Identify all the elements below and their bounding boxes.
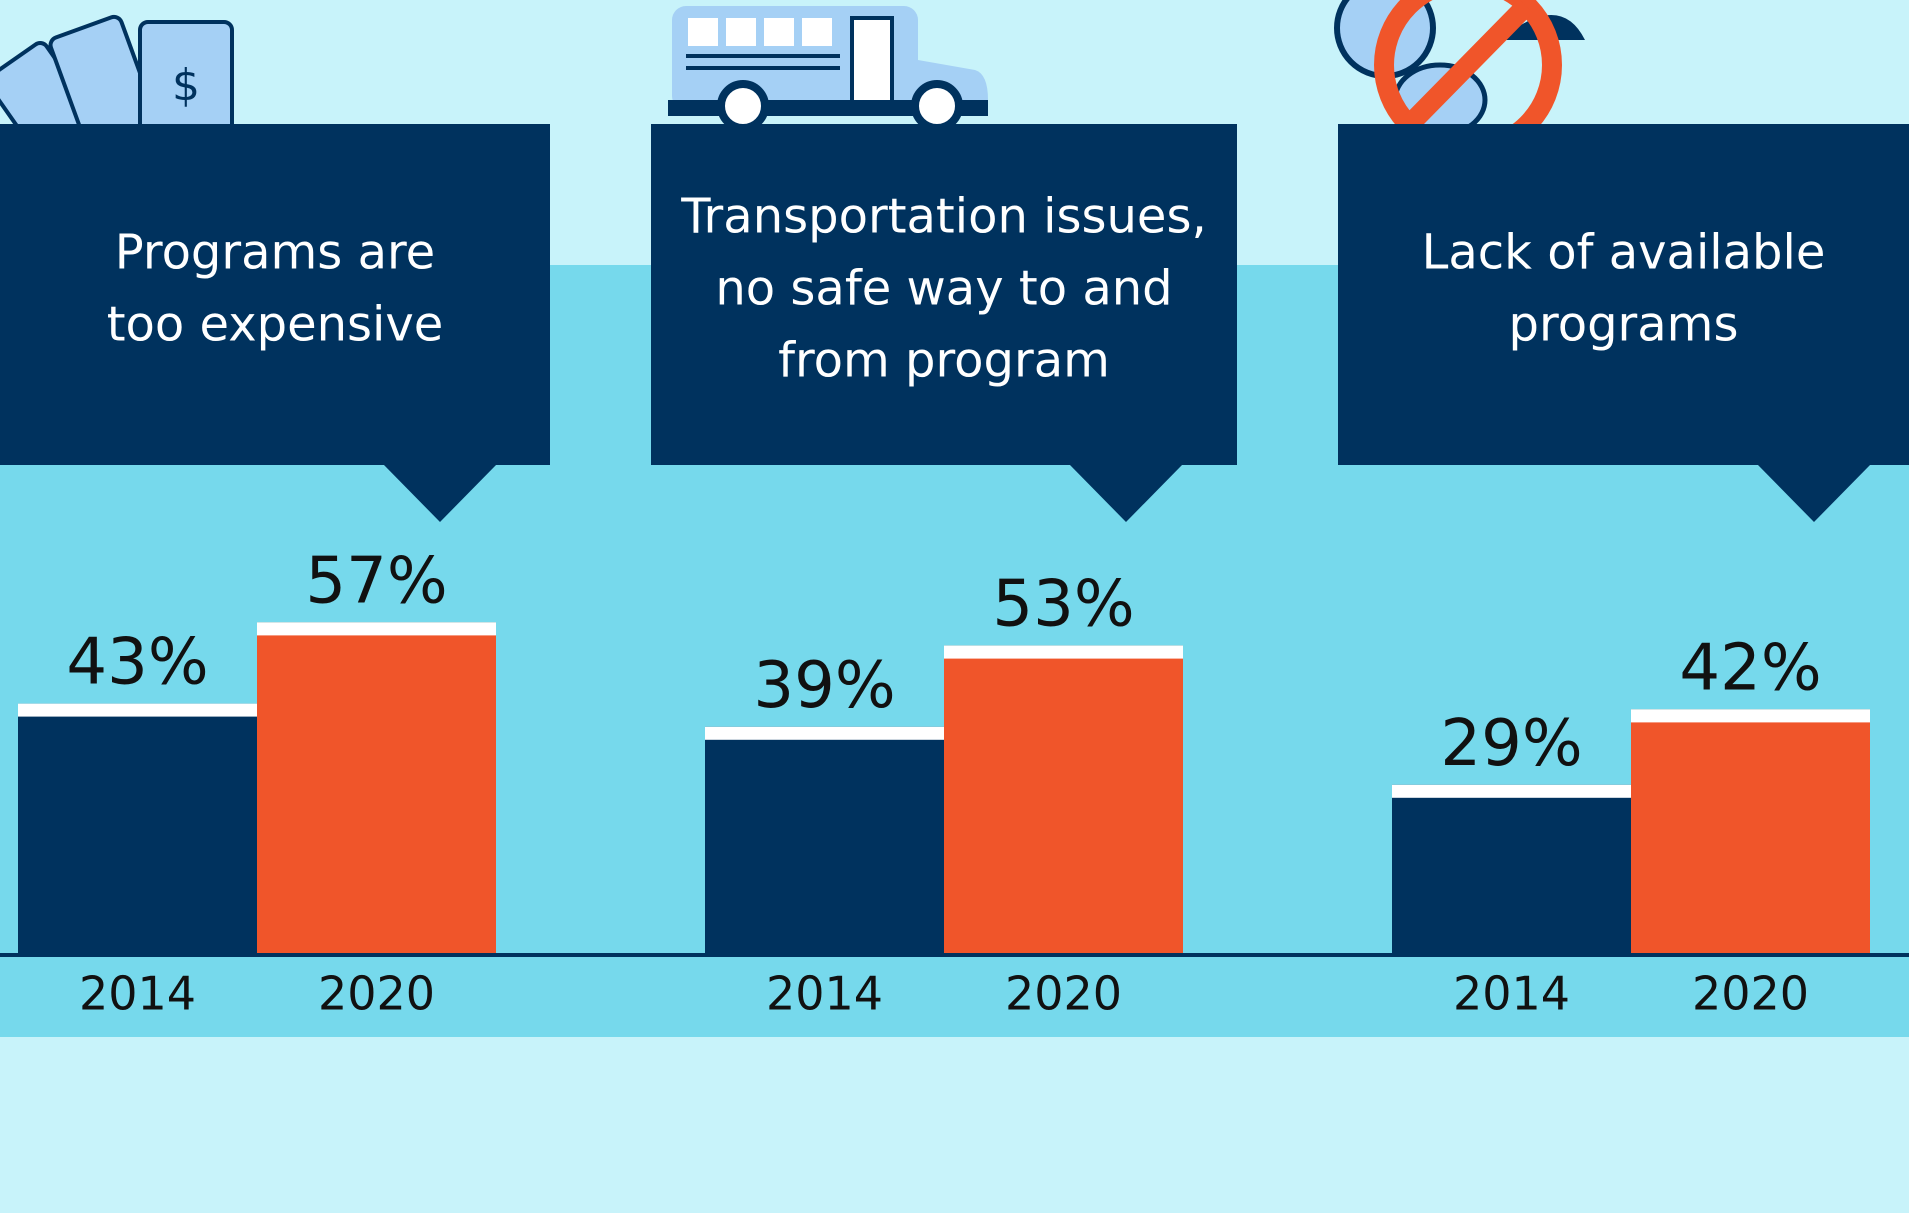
value-label: 57% xyxy=(305,544,447,618)
callout-pointer xyxy=(383,464,497,522)
callout-text: no safe way to and xyxy=(715,261,1172,317)
x-tick-label: 2014 xyxy=(79,967,196,1021)
bar-cap xyxy=(705,726,944,740)
callout-box xyxy=(0,124,550,465)
value-label: 43% xyxy=(66,626,208,700)
callout-box xyxy=(651,124,1237,465)
x-tick-label: 2020 xyxy=(1692,967,1809,1021)
callout-text: from program xyxy=(778,333,1110,389)
bar xyxy=(257,622,496,953)
bar-cap xyxy=(1631,709,1870,723)
callout-text: programs xyxy=(1509,297,1739,353)
callout-pointer xyxy=(1069,464,1183,522)
callout-pointer xyxy=(1757,464,1871,522)
bar xyxy=(705,726,944,953)
x-tick-label: 2014 xyxy=(1453,967,1570,1021)
x-tick-label: 2014 xyxy=(766,967,883,1021)
charts: Programs are too expensive 43% 2014 57% 2020 T… xyxy=(0,124,1909,1021)
bar-cap xyxy=(18,703,257,717)
callout-text: Programs are xyxy=(115,225,435,281)
bus-icon xyxy=(668,6,988,132)
bar xyxy=(944,645,1183,953)
callout-text: Lack of available xyxy=(1422,225,1826,281)
callout-box xyxy=(1338,124,1909,465)
callout-text: Transportation issues, xyxy=(680,189,1206,245)
callout-text: too expensive xyxy=(107,297,444,353)
value-label: 53% xyxy=(992,568,1134,642)
bar-cap xyxy=(1392,784,1631,798)
value-label: 29% xyxy=(1440,707,1582,781)
value-label: 39% xyxy=(753,649,895,723)
bar-cap xyxy=(944,645,1183,659)
bar xyxy=(1392,784,1631,953)
svg-text:$: $ xyxy=(172,60,200,111)
value-label: 42% xyxy=(1679,631,1821,705)
x-tick-label: 2020 xyxy=(318,967,435,1021)
axis-line xyxy=(0,953,1909,957)
x-tick-label: 2020 xyxy=(1005,967,1122,1021)
bar xyxy=(1631,709,1870,953)
bar xyxy=(18,703,257,953)
bar-cap xyxy=(257,622,496,636)
